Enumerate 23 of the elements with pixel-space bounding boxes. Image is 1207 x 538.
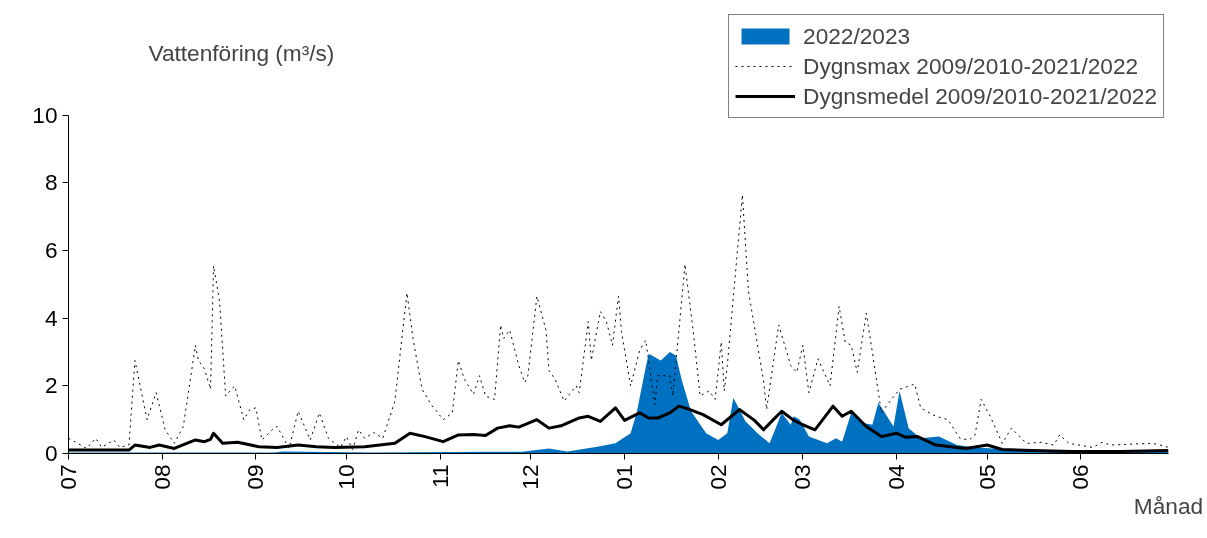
x-tick-label: 04 <box>883 464 910 490</box>
y-tick-label: 0 <box>44 440 58 466</box>
y-tick-label: 10 <box>32 101 58 128</box>
y-axis-title: Vattenföring (m³/s) <box>148 39 335 66</box>
x-tick-label: 06 <box>1067 464 1094 490</box>
x-tick-label: 12 <box>517 464 544 490</box>
legend-label: Dygnsmax 2009/2010-2021/2022 <box>803 51 1139 81</box>
y-tick-label: 2 <box>44 372 58 399</box>
legend-label: Dygnsmedel 2009/2010-2021/2022 <box>803 81 1157 111</box>
legend-label: 2022/2023 <box>803 21 911 51</box>
x-tick-label: 08 <box>148 464 175 490</box>
x-tick-label: 09 <box>242 464 269 490</box>
x-tick-label: 01 <box>611 464 638 490</box>
y-tick-label: 4 <box>44 304 58 331</box>
x-tick-label: 05 <box>973 464 1000 490</box>
x-tick-label: 11 <box>426 464 453 489</box>
x-tick-label: 03 <box>789 464 816 490</box>
y-tick-label: 6 <box>44 237 58 264</box>
x-axis-title: Månad <box>1133 492 1204 519</box>
x-tick-label: 07 <box>55 464 81 490</box>
x-tick-label: 02 <box>704 464 731 490</box>
x-tick-label: 10 <box>333 464 360 490</box>
y-tick-label: 8 <box>44 169 58 196</box>
